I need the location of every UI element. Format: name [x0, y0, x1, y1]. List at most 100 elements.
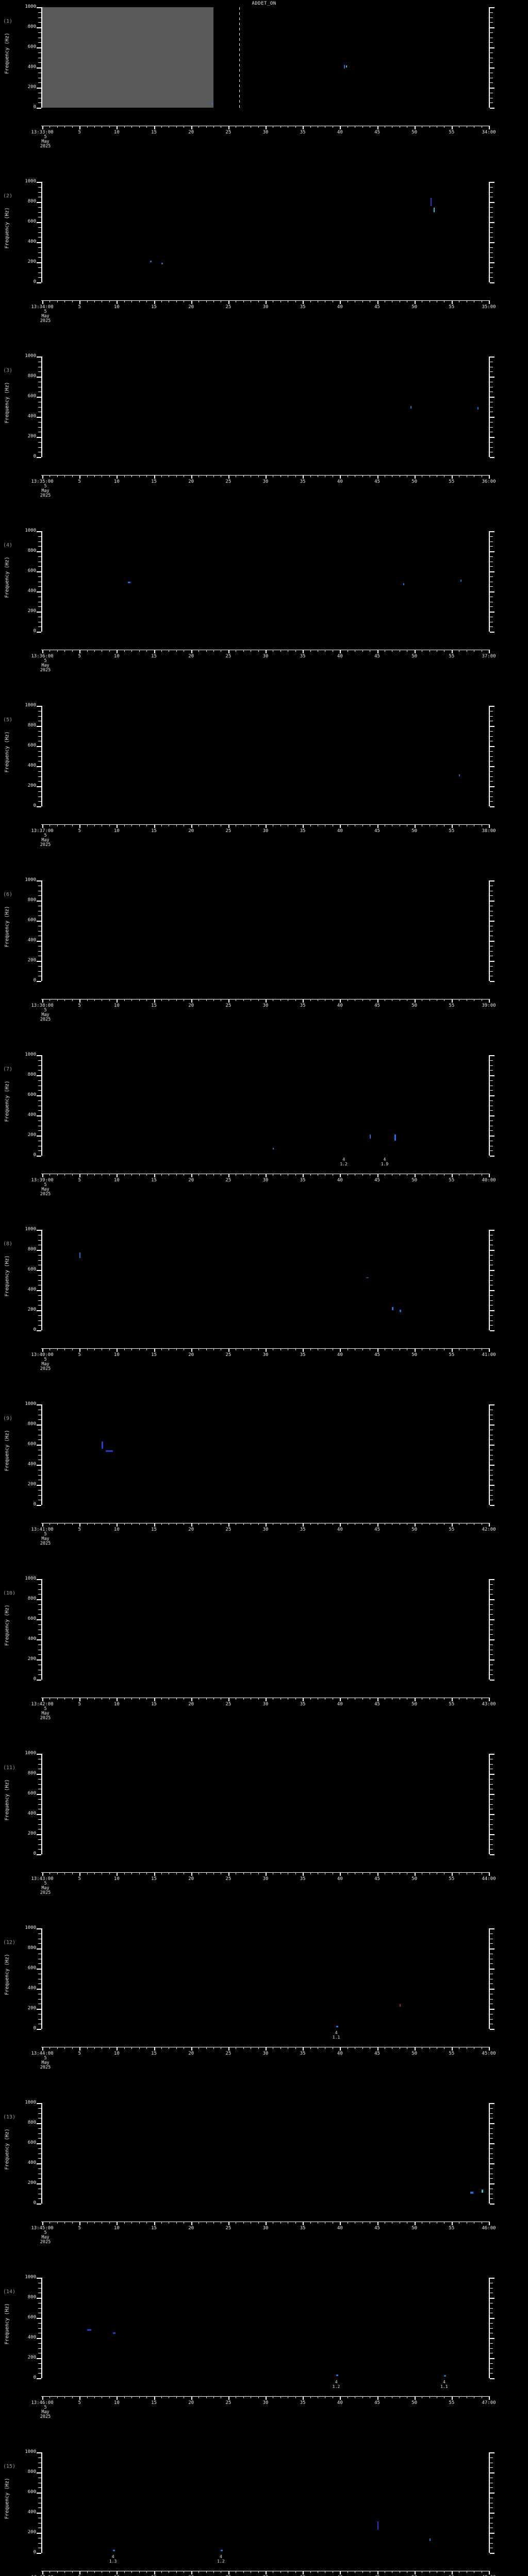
x-axis-tick — [362, 650, 363, 652]
event-annotation: 4 1.9 — [374, 1157, 395, 1166]
x-axis-tick-label: 40 — [337, 304, 343, 310]
y-axis-tick — [37, 632, 41, 633]
y-axis-tick-label: 1000 — [25, 1052, 36, 1057]
x-axis-tick — [72, 999, 73, 1001]
y-axis-tick — [38, 1799, 41, 1800]
y-axis-tick — [38, 1824, 41, 1825]
plot-area[interactable] — [42, 1579, 489, 1680]
x-axis-tick-label: 30 — [248, 2575, 284, 2576]
y-axis-tick — [38, 796, 41, 797]
y-axis-title: Frequency (Hz) — [4, 2128, 10, 2170]
plot-area[interactable] — [42, 2278, 489, 2378]
x-axis-tick-label: 20 — [188, 304, 194, 310]
x-axis-tick-label: 35 — [300, 304, 306, 310]
x-axis-tick — [72, 824, 73, 826]
y-axis-tick — [490, 606, 493, 607]
x-axis-tick — [94, 475, 95, 477]
x-axis-tick-label: 35 — [300, 1702, 306, 1707]
plot-area[interactable] — [42, 7, 489, 108]
annotation-line: 4 — [342, 1157, 345, 1162]
y-axis-tick — [490, 1609, 493, 1610]
x-axis-tick — [243, 1872, 244, 1874]
x-axis-tick-label: 5 — [78, 2400, 81, 2405]
plot-area[interactable] — [42, 1230, 489, 1330]
plot-area[interactable] — [42, 182, 489, 282]
x-axis-tick — [139, 1523, 140, 1525]
x-axis-tick — [94, 2571, 95, 2573]
x-axis-tick-label: 55 — [449, 1527, 455, 1532]
y-axis-title: Frequency (Hz) — [4, 1778, 10, 1821]
x-axis-tick-label: 10 — [113, 1876, 120, 1882]
x-axis-tick — [42, 1872, 43, 1876]
plot-area[interactable] — [42, 357, 489, 457]
x-axis-tick-label: 25 — [225, 1702, 232, 1707]
x-axis-tick — [213, 999, 214, 1001]
y-axis-tick — [38, 2363, 41, 2364]
y-axis-tick — [37, 1928, 41, 1929]
y-axis-tick — [38, 267, 41, 268]
y-axis-tick — [38, 716, 41, 717]
y-axis-tick-label: 200 — [27, 2180, 36, 2185]
plot-area[interactable] — [42, 531, 489, 632]
plot-area[interactable] — [42, 1754, 489, 1854]
x-axis-tick — [87, 2047, 88, 2049]
x-axis-tick-label: 20 — [188, 1702, 194, 1707]
x-axis-tick-label: 30 — [262, 130, 269, 135]
plot-area[interactable] — [42, 706, 489, 806]
x-axis-tick — [117, 2571, 118, 2574]
date-line: May — [41, 1362, 50, 1367]
plot-area[interactable] — [42, 880, 489, 981]
x-axis-tick — [243, 126, 244, 128]
x-axis-tick-label: 40 — [337, 2051, 343, 2056]
y-axis-tick — [490, 1130, 493, 1131]
plot-area[interactable] — [42, 2103, 489, 2204]
y-axis-tick-label: 400 — [27, 1986, 36, 1991]
plot-area[interactable] — [42, 1055, 489, 1156]
y-axis-tick — [490, 447, 493, 448]
x-axis-tick — [117, 824, 118, 828]
x-axis-tick — [258, 1174, 259, 1176]
spectrogram-panel: (8) Frequency (Hz) 0 200 400 600 800 1000 13:40:… — [0, 1227, 528, 1404]
y-axis-tick — [38, 1844, 41, 1845]
y-axis-tick-label: 600 — [27, 1267, 36, 1272]
x-axis-tick-label: 45 — [374, 1527, 380, 1532]
plot-area[interactable] — [42, 1404, 489, 1505]
x-axis-tick-label: 13:39:00 — [31, 1178, 54, 1183]
y-axis-tick — [38, 586, 41, 587]
x-axis-tick-label: 45 — [374, 1178, 380, 1183]
x-axis-tick — [206, 1872, 207, 1874]
y-axis-left-spine — [41, 2103, 42, 2204]
y-axis-tick — [490, 1819, 493, 1820]
x-axis-tick — [228, 2047, 229, 2050]
y-axis-tick — [38, 42, 41, 43]
y-axis-tick-label: 1000 — [25, 1227, 36, 1232]
x-axis-tick — [64, 999, 65, 1001]
x-axis-tick — [414, 650, 416, 653]
y-axis-tick-label: 800 — [27, 897, 36, 903]
x-axis-tick — [377, 2047, 378, 2050]
x-axis-tick-label: 5 — [78, 1702, 81, 1707]
x-axis-tick-label: 20 — [188, 1003, 194, 1008]
date-line: 5 — [44, 309, 47, 314]
y-axis-tick — [490, 1156, 494, 1157]
spectrogram-panel: (2) Frequency (Hz) 0 200 400 600 800 1000 13:34:… — [0, 179, 528, 357]
y-axis-tick — [490, 2143, 494, 2144]
plot-area[interactable] — [42, 2452, 489, 2553]
plot-area[interactable] — [42, 1928, 489, 2029]
x-axis-tick-label: 5 — [78, 479, 81, 484]
y-axis-tick — [38, 1849, 41, 1850]
x-axis-tick-label: 40 — [337, 130, 343, 135]
x-axis-tick-label: 30 — [262, 1702, 269, 1707]
x-axis-tick-label: 46:00 — [482, 2226, 496, 2231]
x-axis-tick — [154, 2047, 155, 2050]
x-axis-tick — [64, 2571, 65, 2573]
x-axis-tick-label: 15 — [151, 1003, 157, 1008]
y-axis-tick — [37, 941, 41, 942]
date-line: May — [41, 314, 50, 319]
y-axis-tick — [490, 1804, 493, 1805]
panel-number: (13) — [3, 2114, 16, 2120]
panel-number: (12) — [3, 1940, 16, 1945]
x-axis-tick — [377, 1698, 378, 1701]
x-axis-tick-label: 36:00 — [482, 479, 496, 484]
